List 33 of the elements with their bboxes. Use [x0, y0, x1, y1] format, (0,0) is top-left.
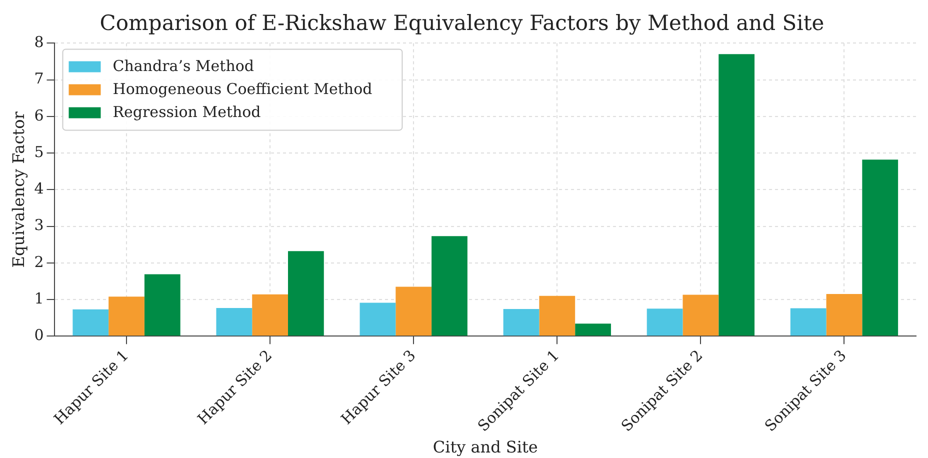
bar [682, 294, 719, 336]
bar [503, 309, 540, 336]
legend-label: Homogeneous Coefficient Method [112, 80, 373, 98]
bar [108, 296, 144, 336]
y-tick-label: 3 [34, 216, 44, 234]
legend-label: Regression Method [112, 103, 262, 122]
y-tick-label: 4 [34, 180, 44, 198]
y-tick-label: 7 [34, 70, 44, 88]
y-tick-label: 1 [34, 289, 44, 308]
bar [360, 302, 396, 336]
bar [288, 251, 324, 336]
bar [144, 274, 180, 336]
y-tick-label: 0 [34, 326, 44, 344]
y-tick-label: 5 [34, 142, 44, 161]
chart-title: Comparison of E-Rickshaw Equivalency Factors by Method and Site [100, 11, 824, 36]
bar [646, 308, 683, 336]
legend-label: Chandra’s Method [112, 57, 254, 76]
bar [216, 308, 252, 336]
bar [718, 54, 755, 336]
bar [72, 309, 109, 336]
bar [539, 296, 576, 336]
bar [575, 324, 611, 336]
bar [790, 308, 826, 336]
y-axis-title: Equivalency Factor [8, 111, 28, 268]
bar [252, 294, 288, 336]
y-tick-label: 6 [34, 106, 44, 124]
bar [396, 286, 432, 336]
y-tick-label: 8 [34, 33, 44, 52]
bar [432, 236, 468, 336]
y-tick-label: 2 [34, 252, 44, 271]
bar [862, 160, 898, 336]
x-axis-title: City and Site [432, 438, 538, 457]
bar [826, 294, 862, 336]
